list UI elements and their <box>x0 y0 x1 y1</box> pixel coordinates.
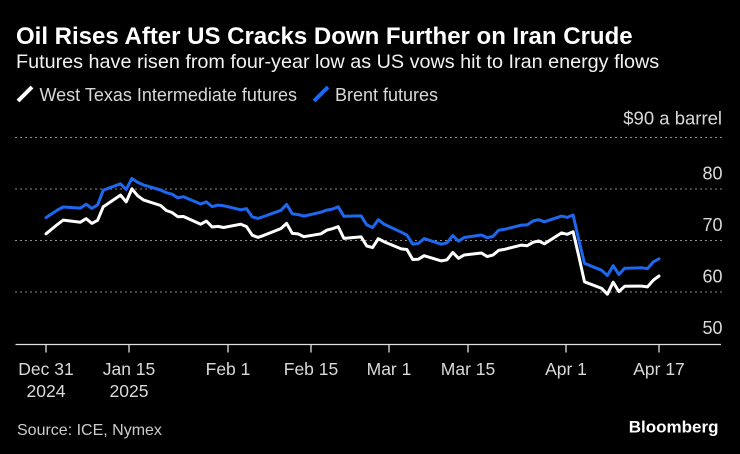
svg-text:Futures have risen from four-y: Futures have risen from four-year low as… <box>16 51 659 73</box>
svg-text:60: 60 <box>702 267 722 287</box>
svg-text:Oil Rises After US Cracks Down: Oil Rises After US Cracks Down Further o… <box>16 23 633 50</box>
svg-text:2025: 2025 <box>110 381 149 401</box>
svg-text:Source: ICE, Nymex: Source: ICE, Nymex <box>17 422 162 439</box>
svg-text:Apr 1: Apr 1 <box>545 359 587 379</box>
svg-text:$90 a barrel: $90 a barrel <box>623 108 722 129</box>
svg-text:Bloomberg: Bloomberg <box>629 418 719 437</box>
svg-text:Feb 15: Feb 15 <box>284 359 338 379</box>
svg-text:Mar 15: Mar 15 <box>441 359 495 379</box>
svg-text:Brent futures: Brent futures <box>335 85 438 105</box>
svg-text:2024: 2024 <box>27 381 66 401</box>
svg-text:70: 70 <box>702 215 722 235</box>
svg-text:50: 50 <box>702 318 722 338</box>
svg-text:Jan 15: Jan 15 <box>103 359 156 379</box>
svg-text:Feb 1: Feb 1 <box>206 359 251 379</box>
svg-text:Mar 1: Mar 1 <box>367 359 412 379</box>
svg-text:80: 80 <box>702 164 722 184</box>
svg-text:West Texas Intermediate future: West Texas Intermediate futures <box>40 85 297 105</box>
svg-text:Dec 31: Dec 31 <box>18 359 73 379</box>
svg-text:Apr 17: Apr 17 <box>633 359 685 379</box>
